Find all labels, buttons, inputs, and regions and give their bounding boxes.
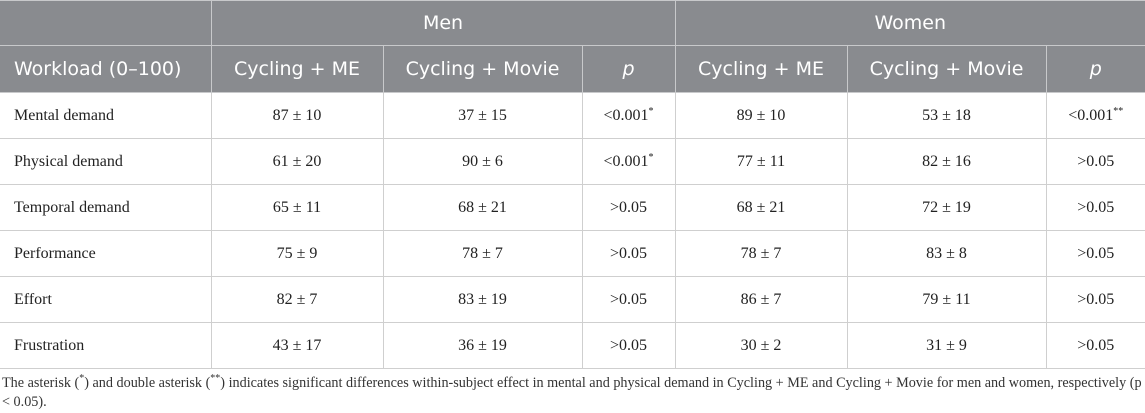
women-p-cell: >0.05 (1045, 138, 1145, 185)
p-value: >0.05 (1077, 152, 1115, 170)
men-cycling-movie-cell: 78 ± 7 (382, 230, 583, 277)
women-p-cell: <0.001** (1045, 92, 1145, 139)
p-value: >0.05 (1077, 290, 1115, 308)
column-header-men-cycling-movie: Cycling + Movie (382, 45, 583, 93)
men-cycling-me-cell: 43 ± 17 (210, 322, 384, 369)
men-cycling-movie-cell: 68 ± 21 (382, 184, 583, 231)
men-cycling-me-cell: 65 ± 11 (210, 184, 384, 231)
p-value: >0.05 (1077, 336, 1115, 354)
women-cycling-movie-cell: 72 ± 19 (846, 184, 1047, 231)
row-label: Frustration (0, 322, 212, 369)
women-cycling-movie-cell: 82 ± 16 (846, 138, 1047, 185)
significance-marker: * (648, 151, 654, 163)
p-value: >0.05 (609, 244, 648, 262)
men-cycling-movie-cell: 37 ± 15 (382, 92, 583, 139)
p-value: <0.001 (603, 152, 649, 170)
group-header-blank (0, 0, 212, 46)
women-p-cell: >0.05 (1045, 322, 1145, 369)
footnote-double-asterisk: ** (210, 373, 221, 384)
men-p-cell: >0.05 (581, 322, 676, 369)
men-p-cell: >0.05 (581, 276, 676, 323)
women-cycling-movie-cell: 79 ± 11 (846, 276, 1047, 323)
women-cycling-me-cell: 89 ± 10 (674, 92, 848, 139)
workload-table-container: Men Women Workload (0–100) Cycling + ME … (0, 0, 1145, 369)
p-value: >0.05 (609, 336, 648, 354)
row-label: Effort (0, 276, 212, 323)
women-p-cell: >0.05 (1045, 276, 1145, 323)
women-cycling-movie-cell: 83 ± 8 (846, 230, 1047, 277)
p-value: >0.05 (1077, 198, 1115, 216)
table-row: Performance 75 ± 9 78 ± 7 >0.05 78 ± 7 8… (0, 230, 1145, 277)
p-value: >0.05 (609, 290, 648, 308)
row-label: Temporal demand (0, 184, 212, 231)
men-cycling-movie-cell: 36 ± 19 (382, 322, 583, 369)
women-cycling-me-cell: 77 ± 11 (674, 138, 848, 185)
significance-marker: ** (1113, 105, 1124, 117)
table-footnote: The asterisk (*) and double asterisk (**… (2, 374, 1142, 412)
p-value: >0.05 (1077, 244, 1115, 262)
men-cycling-me-cell: 61 ± 20 (210, 138, 384, 185)
column-header-men-p: p (581, 45, 676, 93)
men-cycling-movie-cell: 83 ± 19 (382, 276, 583, 323)
men-cycling-movie-cell: 90 ± 6 (382, 138, 583, 185)
row-label: Mental demand (0, 92, 212, 139)
men-p-cell: <0.001* (581, 138, 676, 185)
p-value: >0.05 (609, 198, 648, 216)
women-cycling-me-cell: 30 ± 2 (674, 322, 848, 369)
men-p-cell: <0.001* (581, 92, 676, 139)
table-row: Effort 82 ± 7 83 ± 19 >0.05 86 ± 7 79 ± … (0, 276, 1145, 323)
group-header-row: Men Women (0, 0, 1145, 46)
column-header-workload: Workload (0–100) (0, 45, 212, 93)
women-cycling-me-cell: 78 ± 7 (674, 230, 848, 277)
women-p-cell: >0.05 (1045, 230, 1145, 277)
women-cycling-movie-cell: 53 ± 18 (846, 92, 1047, 139)
footnote-text: The asterisk ( (2, 375, 80, 391)
column-header-women-p: p (1045, 45, 1145, 93)
table-row: Frustration 43 ± 17 36 ± 19 >0.05 30 ± 2… (0, 322, 1145, 369)
p-value: <0.001 (1068, 106, 1114, 124)
column-header-women-cycling-me: Cycling + ME (674, 45, 848, 93)
women-cycling-movie-cell: 31 ± 9 (846, 322, 1047, 369)
column-header-women-cycling-movie: Cycling + Movie (846, 45, 1047, 93)
row-label: Physical demand (0, 138, 212, 185)
significance-marker: * (648, 105, 654, 117)
group-header-men: Men (210, 0, 676, 46)
footnote-asterisk: * (79, 373, 85, 384)
men-cycling-me-cell: 75 ± 9 (210, 230, 384, 277)
group-header-women: Women (674, 0, 1145, 46)
table-row: Physical demand 61 ± 20 90 ± 6 <0.001* 7… (0, 138, 1145, 185)
table-row: Mental demand 87 ± 10 37 ± 15 <0.001* 89… (0, 92, 1145, 139)
men-cycling-me-cell: 87 ± 10 (210, 92, 384, 139)
men-p-cell: >0.05 (581, 184, 676, 231)
footnote-text: ) indicates significant differences with… (2, 375, 1142, 410)
p-value: <0.001 (603, 106, 649, 124)
women-cycling-me-cell: 68 ± 21 (674, 184, 848, 231)
footnote-text: ) and double asterisk ( (84, 375, 211, 391)
men-p-cell: >0.05 (581, 230, 676, 277)
men-cycling-me-cell: 82 ± 7 (210, 276, 384, 323)
column-header-row: Workload (0–100) Cycling + ME Cycling + … (0, 45, 1145, 93)
women-p-cell: >0.05 (1045, 184, 1145, 231)
row-label: Performance (0, 230, 212, 277)
workload-table: Men Women Workload (0–100) Cycling + ME … (0, 0, 1145, 369)
table-row: Temporal demand 65 ± 11 68 ± 21 >0.05 68… (0, 184, 1145, 231)
women-cycling-me-cell: 86 ± 7 (674, 276, 848, 323)
column-header-men-cycling-me: Cycling + ME (210, 45, 384, 93)
